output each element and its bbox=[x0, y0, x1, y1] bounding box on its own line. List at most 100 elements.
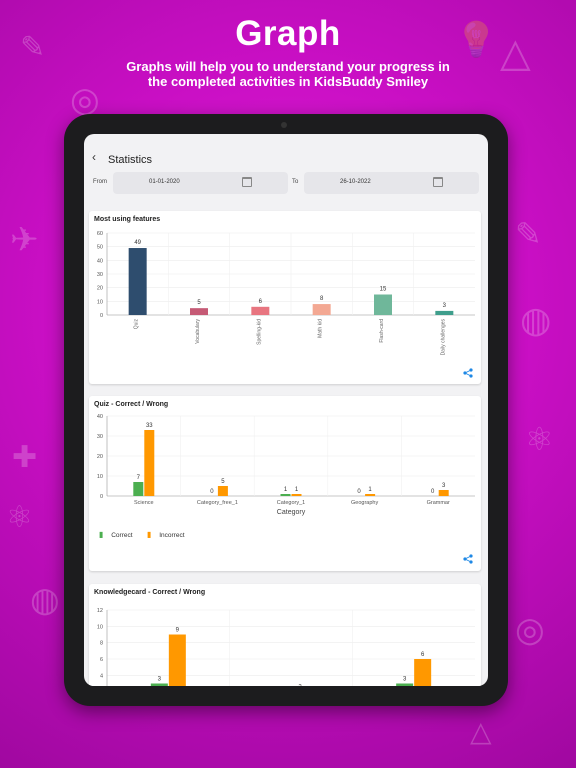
bar bbox=[150, 683, 168, 686]
bar bbox=[190, 308, 208, 315]
y-tick-label: 30 bbox=[97, 272, 103, 278]
to-date-value: 26-10-2022 bbox=[340, 179, 371, 185]
app-screen: ‹ Statistics From 01-01-2020 To 26-10-20… bbox=[84, 134, 488, 686]
bar bbox=[251, 306, 270, 315]
background-doodle-icon: ◎ bbox=[70, 80, 100, 120]
y-tick-label: 6 bbox=[100, 657, 103, 663]
bar bbox=[168, 634, 186, 686]
data-label: 3 bbox=[403, 677, 407, 683]
x-axis-label: Category bbox=[277, 509, 306, 516]
y-tick-label: 12 bbox=[97, 608, 103, 614]
from-date-field[interactable]: 01-01-2020 bbox=[113, 172, 288, 194]
hero-subtitle: Graphs will help you to understand your … bbox=[100, 59, 476, 89]
tablet-frame: ‹ Statistics From 01-01-2020 To 26-10-20… bbox=[64, 114, 508, 706]
background-doodle-icon: ✈ bbox=[10, 220, 39, 260]
hero-title: Graph bbox=[235, 14, 341, 53]
chart-title: Quiz - Correct / Wrong bbox=[94, 401, 169, 408]
to-label: To bbox=[292, 179, 299, 185]
y-tick-label: 0 bbox=[100, 494, 103, 500]
chart-title: Knowledgecard - Correct / Wrong bbox=[94, 589, 206, 596]
background-doodle-icon: ◍ bbox=[30, 580, 60, 620]
calendar-icon[interactable] bbox=[242, 177, 252, 187]
background-doodle-icon: ✎ bbox=[515, 215, 542, 253]
back-arrow-icon[interactable]: ‹ bbox=[92, 150, 96, 164]
data-label: 5 bbox=[221, 479, 225, 485]
data-label: 15 bbox=[380, 287, 387, 293]
data-label: 0 bbox=[357, 489, 361, 495]
background-doodle-icon: 💡 bbox=[455, 20, 498, 60]
background-doodle-icon: ◍ bbox=[520, 300, 552, 341]
data-label: 9 bbox=[176, 628, 180, 634]
data-label: 3 bbox=[443, 303, 447, 309]
data-label: 2 bbox=[298, 685, 302, 686]
camera-dot bbox=[281, 122, 287, 128]
bar bbox=[144, 430, 155, 496]
x-tick-label: Grammar bbox=[427, 500, 450, 506]
y-tick-label: 30 bbox=[97, 434, 103, 440]
legend-correct: ▮ Correct bbox=[99, 530, 133, 539]
background-doodle-icon: ✎ bbox=[20, 30, 46, 65]
background-doodle-icon: ✚ bbox=[12, 440, 38, 475]
bar bbox=[365, 494, 376, 496]
y-tick-label: 50 bbox=[97, 245, 103, 251]
bar bbox=[128, 248, 147, 315]
y-tick-label: 10 bbox=[97, 299, 103, 305]
share-icon[interactable] bbox=[463, 554, 473, 564]
data-label: 49 bbox=[134, 240, 141, 246]
data-label: 33 bbox=[146, 423, 153, 429]
page-title: Statistics bbox=[108, 154, 153, 166]
from-date-value: 01-01-2020 bbox=[149, 179, 180, 185]
share-icon[interactable] bbox=[463, 368, 473, 378]
legend-correct-label: Correct bbox=[111, 532, 133, 539]
bar bbox=[312, 304, 331, 315]
y-tick-label: 40 bbox=[97, 414, 103, 420]
x-tick-label: Geography bbox=[351, 500, 378, 506]
data-label: 6 bbox=[421, 652, 425, 658]
background-doodle-icon: ◎ bbox=[515, 610, 545, 650]
data-label: 1 bbox=[284, 487, 288, 493]
data-label: 7 bbox=[137, 475, 141, 481]
legend-incorrect: ▮ Incorrect bbox=[147, 530, 185, 539]
y-tick-label: 40 bbox=[97, 258, 103, 264]
bar-chart-icon: ▮ bbox=[99, 530, 104, 539]
bar bbox=[414, 659, 432, 686]
x-tick-label: Spelling-kid bbox=[256, 319, 262, 345]
data-label: 3 bbox=[442, 483, 446, 489]
y-tick-label: 10 bbox=[97, 624, 103, 630]
bar bbox=[291, 494, 302, 496]
x-tick-label: Daily challenges bbox=[440, 319, 446, 356]
knowledgecard-bar-chart: 024681012391236 bbox=[97, 608, 475, 686]
legend-incorrect-label: Incorrect bbox=[159, 532, 185, 539]
bar bbox=[217, 486, 228, 496]
x-tick-label: Math kid bbox=[318, 319, 324, 338]
y-tick-label: 20 bbox=[97, 454, 103, 460]
bar bbox=[133, 482, 144, 496]
chart-title: Most using features bbox=[94, 216, 161, 223]
data-label: 1 bbox=[295, 487, 299, 493]
data-label: 6 bbox=[259, 299, 263, 305]
from-label: From bbox=[93, 179, 107, 185]
to-date-field[interactable]: 26-10-2022 bbox=[304, 172, 479, 194]
hero-subtitle-line: Graphs will help you to understand your … bbox=[126, 59, 450, 74]
calendar-icon[interactable] bbox=[433, 177, 443, 187]
bar-chart-icon: ▮ bbox=[147, 530, 152, 539]
background-doodle-icon: △ bbox=[470, 715, 492, 748]
x-tick-label: Quiz bbox=[134, 319, 140, 330]
bar bbox=[280, 494, 291, 496]
features-chart-card: Most using features 0 10 20 30 40 50 60 49 Quiz 5… bbox=[89, 211, 481, 384]
y-tick-label: 0 bbox=[100, 313, 103, 319]
background-doodle-icon: △ bbox=[500, 30, 531, 76]
bar bbox=[396, 683, 414, 686]
hero-subtitle-line: the completed activities in KidsBuddy Sm… bbox=[147, 74, 429, 89]
x-tick-label: Science bbox=[134, 500, 154, 506]
features-bar-chart: 0 10 20 30 40 50 60 49 Quiz 5 Vocabulary 6 Spelling-… bbox=[97, 231, 475, 356]
y-tick-label: 8 bbox=[100, 641, 103, 647]
x-tick-label: Category_1 bbox=[277, 500, 305, 506]
background-doodle-icon: ⚛ bbox=[6, 500, 33, 535]
data-label: 5 bbox=[197, 300, 201, 306]
data-label: 3 bbox=[158, 677, 162, 683]
x-tick-label: Category_free_1 bbox=[197, 500, 238, 506]
y-tick-label: 10 bbox=[97, 474, 103, 480]
knowledgecard-chart-card: Knowledgecard - Correct / Wrong 02468101… bbox=[89, 584, 481, 686]
bar bbox=[374, 294, 392, 315]
